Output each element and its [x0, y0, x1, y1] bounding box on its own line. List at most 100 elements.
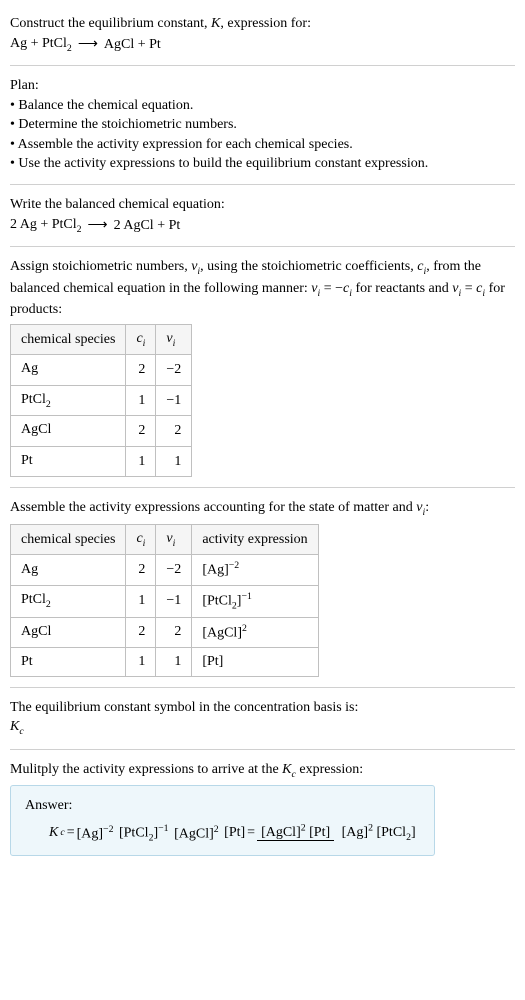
answer-label: Answer: — [25, 796, 420, 816]
reaction-arrow: ⟶ — [74, 35, 102, 55]
reaction-lhs: Ag + PtCl2 — [10, 34, 72, 56]
fraction: [AgCl]2 [Pt] [Ag]2 [PtCl2] — [257, 822, 420, 845]
term-sup: 2 — [214, 824, 219, 835]
stoich-text: for reactants and — [352, 281, 452, 296]
plan-item: Determine the stoichiometric numbers. — [10, 115, 515, 135]
table-row: AgCl 2 2 [AgCl]2 — [11, 617, 319, 647]
K-symbol: K — [10, 719, 19, 734]
th-nui: νi — [156, 524, 192, 555]
species-sub: 2 — [46, 599, 51, 610]
reaction-rhs: AgCl + Pt — [104, 35, 161, 55]
multiply-text: expression: — [296, 762, 363, 777]
species-text: AgCl — [21, 624, 51, 639]
cell-species: Ag — [11, 355, 126, 386]
act-base: [Pt] — [202, 654, 223, 669]
plan-item: Balance the chemical equation. — [10, 96, 515, 116]
activity-table: chemical species ci νi activity expressi… — [10, 524, 319, 677]
cell-nui: 2 — [156, 416, 192, 447]
nu-sub: i — [173, 338, 176, 349]
term-sup: −2 — [103, 824, 113, 835]
prompt-end: , expression for: — [220, 16, 311, 31]
balanced-intro: Write the balanced chemical equation: — [10, 195, 515, 215]
act-base: [PtCl — [202, 593, 232, 608]
term-2: [PtCl2]−1 — [115, 822, 168, 845]
cell-ci: 1 — [126, 385, 156, 416]
cell-ci: 1 — [126, 647, 156, 676]
fraction-numerator: [AgCl]2 [Pt] — [257, 825, 334, 841]
act-sup: −2 — [229, 560, 239, 571]
cell-ci: 1 — [126, 446, 156, 477]
cell-ci: 2 — [126, 416, 156, 447]
cell-nui: 2 — [156, 617, 192, 647]
c-sub: i — [143, 338, 146, 349]
th-activity: activity expression — [192, 524, 318, 555]
table-header-row: chemical species ci νi activity expressi… — [11, 524, 319, 555]
species-text: PtCl — [21, 392, 46, 407]
stoich-text: = — [461, 281, 476, 296]
table-row: Ag 2 −2 — [11, 355, 192, 386]
balanced-lhs-text: 2 Ag + PtCl — [10, 217, 77, 232]
species-sub: 2 — [46, 399, 51, 410]
th-ci: ci — [126, 324, 156, 355]
cell-nui: −2 — [156, 355, 192, 386]
divider — [10, 184, 515, 185]
cell-species: Ag — [11, 555, 126, 585]
activity-text: : — [425, 500, 429, 515]
unbalanced-reaction: Ag + PtCl2 ⟶ AgCl + Pt — [10, 34, 515, 56]
act-base: [Ag] — [202, 563, 228, 578]
multiply-text: Mulitply the activity expressions to arr… — [10, 762, 282, 777]
term-base: [PtCl — [119, 825, 149, 840]
balanced-rhs: 2 AgCl + Pt — [114, 216, 181, 236]
equals-sign: = — [247, 823, 255, 843]
cell-activity: [AgCl]2 — [192, 617, 318, 647]
num-base: [AgCl] — [261, 825, 301, 840]
K-symbol: K — [282, 762, 291, 777]
term-sup: −1 — [158, 823, 168, 834]
den-base: [PtCl — [373, 825, 406, 840]
stoich-text: Assign stoichiometric numbers, — [10, 259, 191, 274]
fraction-denominator: [Ag]2 [PtCl2] — [338, 825, 420, 840]
stoich-text: , using the stoichiometric coefficients, — [200, 259, 417, 274]
answer-box: Answer: Kc = [Ag]−2 [PtCl2]−1 [AgCl]2 [P… — [10, 785, 435, 856]
prompt-K: K — [211, 16, 220, 31]
term-1: [Ag]−2 — [77, 823, 114, 844]
den-base: [Ag] — [342, 825, 368, 840]
species-text: Ag — [21, 361, 38, 376]
plan-item: Use the activity expressions to build th… — [10, 154, 515, 174]
cell-species: PtCl2 — [11, 385, 126, 416]
act-sup: 2 — [242, 623, 247, 634]
divider — [10, 487, 515, 488]
cell-activity: [Ag]−2 — [192, 555, 318, 585]
cell-species: Pt — [11, 446, 126, 477]
prompt-section: Construct the equilibrium constant, K, e… — [10, 8, 515, 61]
stoich-intro: Assign stoichiometric numbers, νi, using… — [10, 257, 515, 320]
cell-activity: [PtCl2]−1 — [192, 585, 318, 617]
equals-sign: = — [67, 823, 75, 843]
reaction-lhs-text: Ag + PtCl — [10, 36, 67, 51]
cell-species: AgCl — [11, 416, 126, 447]
th-species: chemical species — [11, 524, 126, 555]
term-base: [Ag] — [77, 826, 103, 841]
activity-section: Assemble the activity expressions accoun… — [10, 492, 515, 682]
symbol-intro: The equilibrium constant symbol in the c… — [10, 698, 515, 718]
divider — [10, 246, 515, 247]
act-base: [AgCl] — [202, 625, 242, 640]
cell-ci: 1 — [126, 585, 156, 617]
symbol-Kc: Kc — [10, 717, 515, 739]
num-base: [Pt] — [306, 825, 331, 840]
stoich-table: chemical species ci νi Ag 2 −2 PtCl2 1 −… — [10, 324, 192, 478]
term-3: [AgCl]2 — [171, 823, 219, 844]
cell-activity: [Pt] — [192, 647, 318, 676]
cell-ci: 2 — [126, 617, 156, 647]
table-row: AgCl 2 2 — [11, 416, 192, 447]
stoich-text: = − — [320, 281, 343, 296]
nu-sub: i — [173, 538, 176, 549]
th-nui: νi — [156, 324, 192, 355]
act-sup: −1 — [241, 591, 251, 602]
balanced-arrow: ⟶ — [84, 216, 112, 236]
answer-expression: Kc = [Ag]−2 [PtCl2]−1 [AgCl]2 [Pt] = [Ag… — [25, 822, 420, 845]
multiply-section: Mulitply the activity expressions to arr… — [10, 754, 515, 862]
species-text: Ag — [21, 562, 38, 577]
species-text: Pt — [21, 453, 33, 468]
table-row: PtCl2 1 −1 [PtCl2]−1 — [11, 585, 319, 617]
